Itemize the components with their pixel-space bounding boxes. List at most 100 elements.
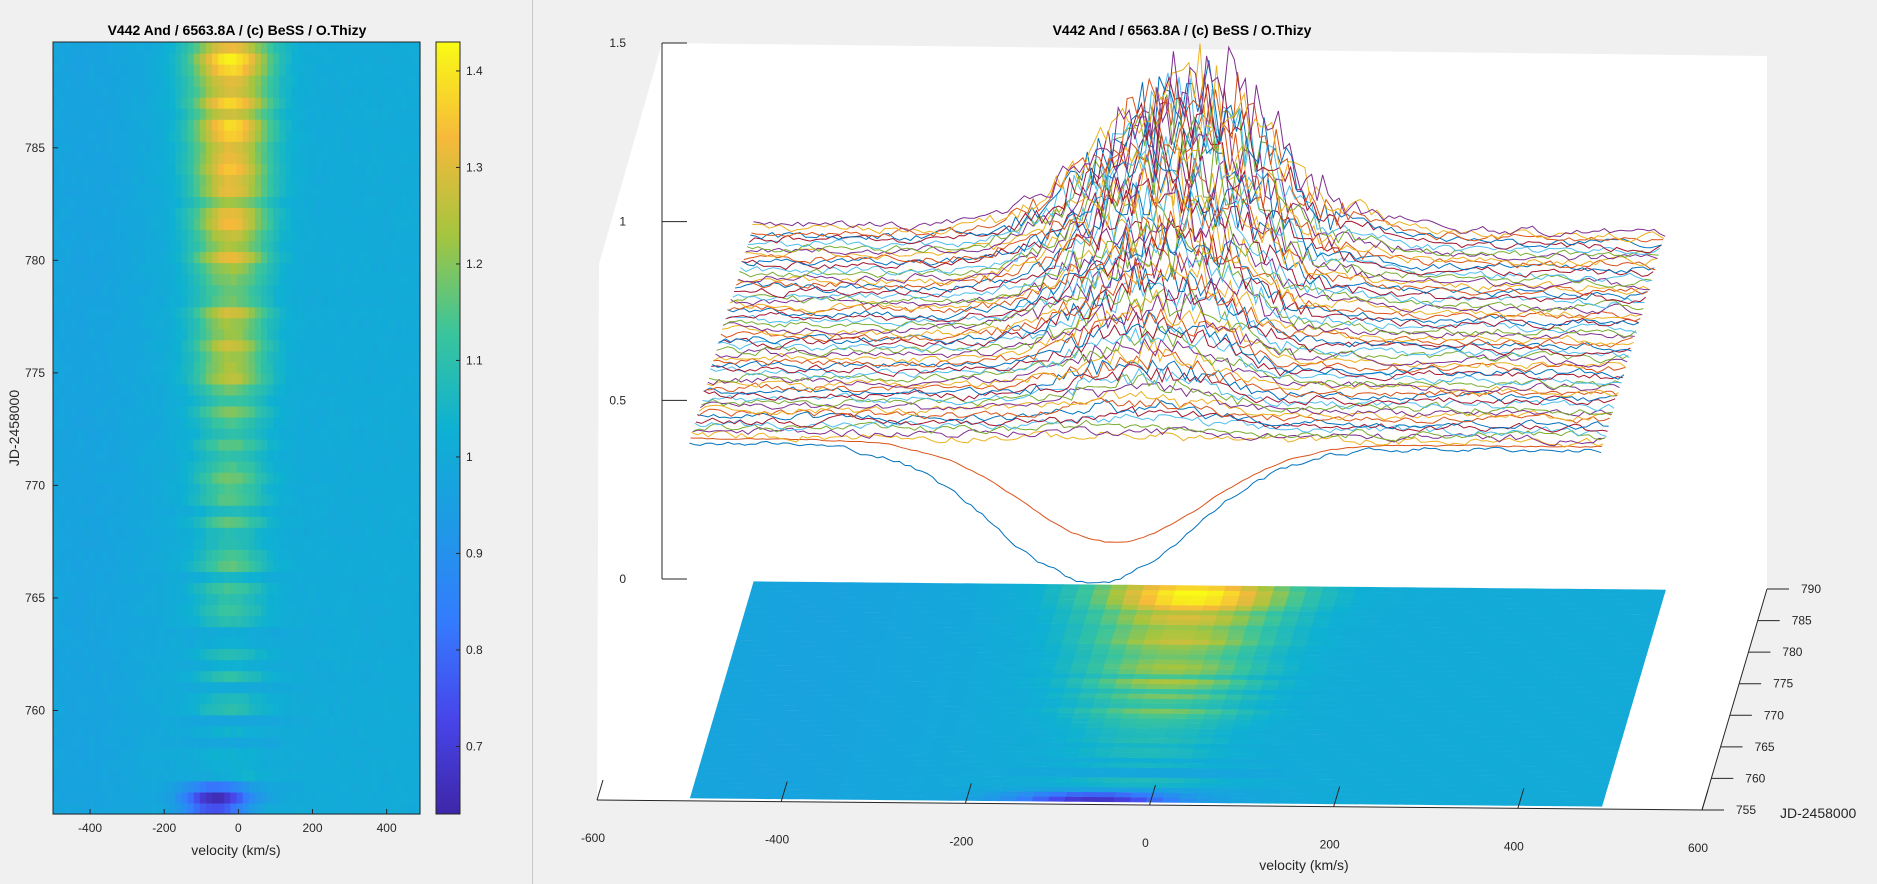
heatmap-cell xyxy=(65,108,72,120)
heatmap-cell xyxy=(175,582,182,594)
floor-cell xyxy=(756,734,775,740)
heatmap-cell xyxy=(101,108,109,120)
heatmap-cell xyxy=(101,86,109,98)
heatmap-cell xyxy=(132,549,140,561)
heatmap-cell xyxy=(59,350,66,363)
heatmap-cell xyxy=(377,472,384,484)
heatmap-cell xyxy=(285,791,293,804)
heatmap-cell xyxy=(316,185,323,197)
floor-cell xyxy=(1379,779,1398,785)
heatmap-cell xyxy=(53,538,60,550)
heatmap-cell xyxy=(77,780,85,793)
heatmap-cell xyxy=(108,361,115,374)
heatmap-cell xyxy=(212,637,219,650)
heatmap-cell xyxy=(150,97,158,109)
heatmap-cell xyxy=(242,450,250,462)
heatmap-cell xyxy=(346,295,354,308)
floor-cell xyxy=(1481,765,1500,772)
heatmap-cell xyxy=(352,747,360,760)
heatmap-cell xyxy=(389,593,397,605)
heatmap-cell xyxy=(309,659,317,672)
heatmap-cell xyxy=(328,747,335,760)
heatmap-cell xyxy=(230,42,238,54)
colorbar-ticks: 0.70.80.911.11.21.31.4 xyxy=(456,64,483,753)
heatmap-cell xyxy=(242,560,250,572)
heatmap-cell xyxy=(236,86,244,98)
floor-cell xyxy=(966,741,985,747)
heatmap-cell xyxy=(395,108,403,120)
heatmap-cell xyxy=(175,560,182,572)
heatmap-cell xyxy=(175,527,182,539)
heatmap-cell xyxy=(126,64,134,76)
heatmap-cell xyxy=(340,383,348,396)
heatmap-cell xyxy=(401,405,409,418)
heatmap-cell xyxy=(95,791,103,804)
heatmap-cell xyxy=(346,284,354,297)
heatmap-cell xyxy=(138,527,146,539)
heatmap-cell xyxy=(242,42,250,54)
heatmap-cell xyxy=(126,273,134,286)
heatmap-cell xyxy=(126,372,134,385)
heatmap-cell xyxy=(340,394,348,407)
heatmap-cell xyxy=(377,262,384,275)
heatmap-cell xyxy=(212,229,219,242)
heatmap-cell xyxy=(413,53,421,65)
heatmap-cell xyxy=(59,505,66,517)
heatmap-cell xyxy=(383,163,390,175)
heatmap-cell xyxy=(181,549,189,561)
heatmap-cell xyxy=(389,516,397,528)
heatmap-cell xyxy=(59,714,66,727)
heatmap-cell xyxy=(169,637,176,650)
heatmap-cell xyxy=(218,141,225,153)
heatmap-cell xyxy=(371,130,378,142)
floor-cell xyxy=(1342,794,1361,800)
heatmap-cell xyxy=(309,791,317,804)
heatmap-cell xyxy=(352,439,360,451)
heatmap-cell xyxy=(144,615,152,628)
heatmap-cell xyxy=(236,538,244,550)
heatmap-cell xyxy=(77,207,85,219)
heatmap-cell xyxy=(163,549,170,561)
heatmap-cell xyxy=(175,42,182,54)
heatmap-cell xyxy=(187,394,195,407)
heatmap-cell xyxy=(138,626,146,639)
heatmap-cell xyxy=(71,725,78,738)
heatmap-cell xyxy=(83,339,91,352)
heatmap-cell xyxy=(401,725,409,738)
heatmap-cell xyxy=(114,505,121,517)
floor-cell xyxy=(1402,755,1422,761)
floor-cell xyxy=(747,764,766,770)
heatmap-cell xyxy=(242,582,250,594)
heatmap-cell xyxy=(120,736,127,749)
heatmap-cell xyxy=(187,659,195,672)
heatmap-cell xyxy=(407,637,415,650)
heatmap-cell xyxy=(120,791,127,804)
heatmap-cell xyxy=(169,196,176,208)
heatmap-cell xyxy=(199,317,207,330)
heatmap-cell xyxy=(389,317,397,330)
floor-cell xyxy=(1518,751,1537,757)
heatmap-cell xyxy=(261,251,268,264)
floor-cell xyxy=(1599,752,1619,758)
floor-cell xyxy=(987,781,1006,787)
heatmap-cell xyxy=(199,108,207,120)
heatmap-cell xyxy=(205,75,213,87)
heatmap-cell xyxy=(89,703,97,716)
heatmap-cell xyxy=(291,659,299,672)
heatmap-cell xyxy=(309,505,317,517)
heatmap-cell xyxy=(248,637,256,650)
heatmap-cell xyxy=(150,196,158,208)
heatmap-cell xyxy=(120,670,127,683)
heatmap-cell xyxy=(358,527,366,539)
floor-cell xyxy=(837,735,856,741)
heatmap-cell xyxy=(279,229,286,242)
heatmap-cell xyxy=(395,571,403,583)
heatmap-cell xyxy=(346,350,354,363)
heatmap-cell xyxy=(224,295,231,308)
heatmap-cell xyxy=(83,417,91,429)
heatmap-cell xyxy=(193,108,201,120)
heatmap-cell xyxy=(212,405,219,418)
heatmap-cell xyxy=(291,119,299,131)
heatmap-cell xyxy=(334,339,342,352)
heatmap-cell xyxy=(254,394,262,407)
